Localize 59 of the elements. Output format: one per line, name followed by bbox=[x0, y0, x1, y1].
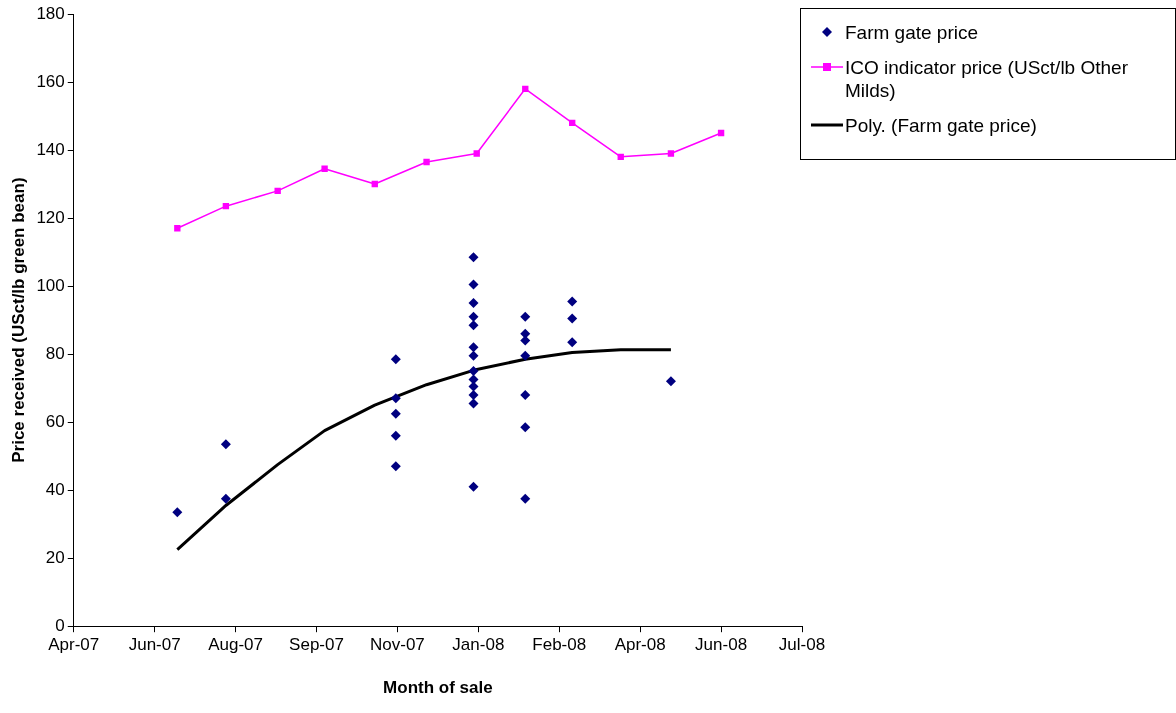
x-tick-label: Apr-08 bbox=[614, 635, 666, 655]
point bbox=[274, 187, 281, 195]
x-tick-label: Sep-07 bbox=[289, 635, 344, 655]
point bbox=[665, 376, 676, 387]
x-tick-label: Feb-08 bbox=[532, 635, 587, 655]
y-tick-label: 120 bbox=[36, 207, 65, 227]
point bbox=[667, 150, 675, 157]
x-tick-label: Jul-08 bbox=[778, 635, 826, 655]
point bbox=[390, 430, 401, 441]
y-tick-label: 60 bbox=[45, 411, 65, 431]
y-tick-label: 140 bbox=[36, 139, 65, 159]
point bbox=[390, 408, 401, 419]
x-tick-label: Jun-08 bbox=[695, 635, 748, 655]
x-tick-label: Apr-07 bbox=[48, 635, 100, 655]
y-tick-label: 40 bbox=[45, 479, 65, 499]
x-tick-label: Jan-08 bbox=[452, 635, 505, 655]
x-tick-label: Aug-07 bbox=[208, 635, 264, 655]
y-axis-title: Price received (USct/lb green bean) bbox=[8, 177, 28, 463]
point bbox=[468, 342, 479, 353]
point bbox=[520, 311, 531, 322]
point bbox=[468, 311, 479, 322]
point bbox=[468, 398, 479, 409]
point bbox=[567, 313, 578, 324]
x-tick-label: Jun-07 bbox=[128, 635, 181, 655]
legend-label: ICO indicator price (USct/lb Other Milds) bbox=[845, 56, 1129, 102]
point bbox=[473, 150, 480, 157]
y-tick-label: 0 bbox=[55, 615, 65, 635]
point bbox=[468, 320, 479, 331]
point bbox=[468, 366, 479, 377]
point bbox=[567, 337, 578, 348]
point bbox=[520, 389, 531, 400]
point bbox=[220, 439, 231, 450]
legend-label: Farm gate price bbox=[845, 21, 979, 44]
y-tick-label: 80 bbox=[45, 343, 65, 363]
point bbox=[390, 354, 401, 365]
point bbox=[468, 298, 479, 309]
point bbox=[423, 158, 430, 166]
point bbox=[468, 350, 479, 361]
point bbox=[520, 493, 531, 504]
x-axis-title: Month of sale bbox=[383, 678, 493, 698]
y-tick-label: 20 bbox=[45, 547, 65, 567]
point bbox=[520, 350, 531, 361]
point bbox=[468, 252, 479, 263]
x-tick-label: Nov-07 bbox=[370, 635, 425, 655]
point bbox=[390, 461, 401, 472]
point bbox=[468, 279, 479, 290]
point bbox=[520, 422, 531, 433]
point bbox=[567, 296, 578, 307]
point bbox=[321, 165, 328, 172]
y-tick-label: 180 bbox=[36, 3, 65, 23]
point bbox=[174, 225, 181, 232]
point bbox=[172, 507, 183, 518]
point bbox=[468, 389, 479, 400]
legend-label: Poly. (Farm gate price) bbox=[845, 114, 1037, 137]
point bbox=[468, 481, 479, 492]
y-tick-label: 100 bbox=[36, 275, 65, 295]
y-tick-label: 160 bbox=[36, 71, 65, 91]
point bbox=[390, 393, 401, 404]
point bbox=[220, 493, 231, 504]
